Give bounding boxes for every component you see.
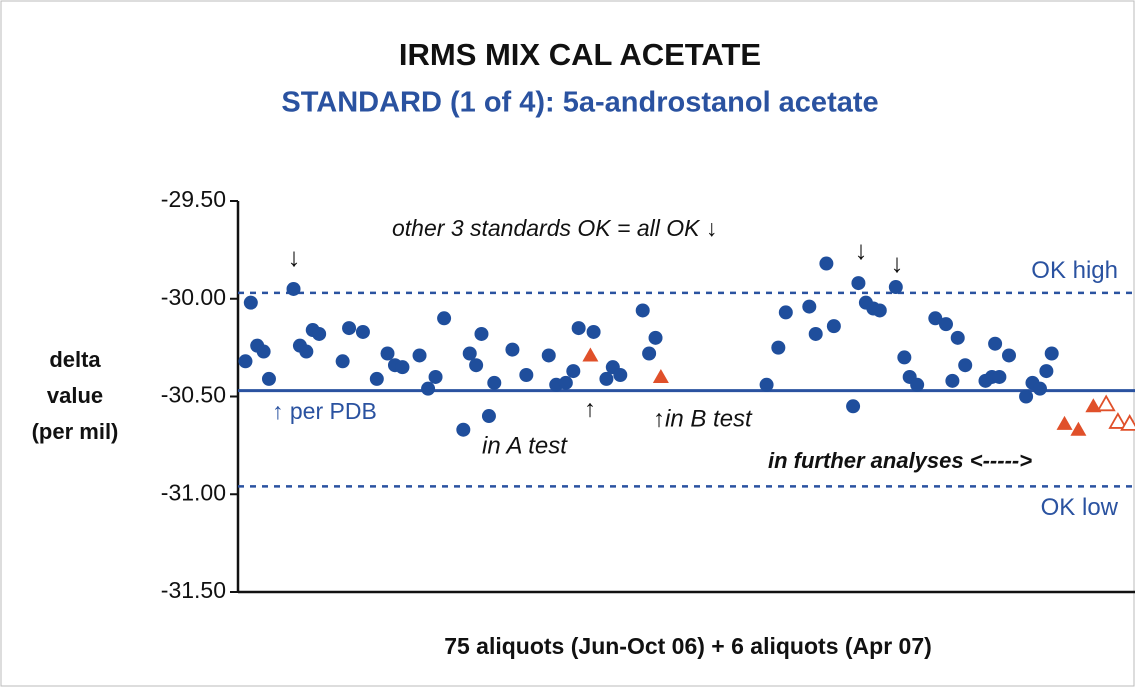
- point: [958, 358, 973, 373]
- point: [256, 344, 271, 359]
- point: [872, 303, 887, 318]
- point: [897, 350, 912, 365]
- point: [355, 324, 370, 339]
- point: [566, 364, 581, 379]
- point: [846, 399, 861, 414]
- point: [808, 326, 823, 341]
- point: [599, 371, 614, 386]
- point: [456, 422, 471, 437]
- point: [1056, 415, 1073, 430]
- point: [243, 295, 258, 310]
- y-tick-label: -30.50: [161, 382, 226, 408]
- point: [802, 299, 817, 314]
- y-tick-label: -29.50: [161, 186, 226, 212]
- point: [1032, 381, 1047, 396]
- point: [335, 354, 350, 369]
- point: [299, 344, 314, 359]
- point: [395, 360, 410, 375]
- point: [759, 377, 774, 392]
- point: [1120, 414, 1135, 431]
- y-tick-label: -30.00: [161, 284, 226, 310]
- point: [481, 409, 496, 424]
- chart-subtitle: STANDARD (1 of 4): 5a-androstanol acetat…: [281, 87, 878, 119]
- point: [312, 326, 327, 341]
- annotation: in A test: [482, 432, 568, 459]
- annotation: ↑in B test: [653, 405, 753, 432]
- annotation: ↑ per PDB: [272, 398, 377, 424]
- point: [851, 276, 866, 291]
- point: [910, 377, 925, 392]
- point: [369, 371, 384, 386]
- point: [342, 321, 357, 336]
- annotation: ↓: [288, 242, 301, 272]
- point: [950, 330, 965, 345]
- reference-label: OK low: [1041, 494, 1119, 521]
- point: [652, 368, 669, 383]
- annotation: other 3 standards OK = all OK ↓: [392, 215, 717, 241]
- point: [380, 346, 395, 361]
- point: [613, 367, 628, 382]
- annotation: ↑: [584, 395, 596, 422]
- y-tick-label: -31.50: [161, 577, 226, 603]
- annotation: ↓: [891, 248, 904, 278]
- reference-label: OK high: [1031, 257, 1118, 284]
- chart-title: IRMS MIX CAL ACETATE: [399, 37, 761, 72]
- point: [819, 256, 834, 271]
- y-tick-label: -31.00: [161, 479, 226, 505]
- point: [541, 348, 556, 363]
- point: [1019, 389, 1034, 404]
- point: [938, 317, 953, 332]
- y-axis-label: (per mil): [32, 419, 119, 444]
- point: [421, 381, 436, 396]
- point: [826, 319, 841, 334]
- point: [778, 305, 793, 320]
- point: [635, 303, 650, 318]
- point: [428, 369, 443, 384]
- x-axis-label: 75 aliquots (Jun-Oct 06) + 6 aliquots (A…: [444, 633, 932, 659]
- point: [412, 348, 427, 363]
- point: [519, 367, 534, 382]
- y-axis-label: value: [47, 383, 103, 408]
- point: [988, 336, 1003, 351]
- point: [286, 281, 301, 296]
- point: [571, 321, 586, 336]
- point: [586, 324, 601, 339]
- point: [238, 354, 253, 369]
- point: [437, 311, 452, 326]
- point: [261, 371, 276, 386]
- point: [1070, 421, 1087, 436]
- point: [1044, 346, 1059, 361]
- point: [992, 369, 1007, 384]
- point: [1001, 348, 1016, 363]
- point: [558, 375, 573, 390]
- y-axis-label: delta: [49, 347, 101, 372]
- point: [642, 346, 657, 361]
- point: [928, 311, 943, 326]
- point: [1085, 398, 1102, 413]
- point: [1096, 394, 1116, 412]
- point: [771, 340, 786, 355]
- point: [582, 347, 599, 362]
- annotation: ↓: [855, 235, 868, 265]
- point: [469, 358, 484, 373]
- point: [505, 342, 520, 357]
- point: [462, 346, 477, 361]
- point: [648, 330, 663, 345]
- point: [888, 280, 903, 295]
- point: [474, 326, 489, 341]
- annotation: in further analyses <----->: [768, 448, 1032, 473]
- point: [945, 373, 960, 388]
- point: [487, 375, 502, 390]
- point: [1108, 412, 1128, 429]
- point: [1039, 364, 1054, 379]
